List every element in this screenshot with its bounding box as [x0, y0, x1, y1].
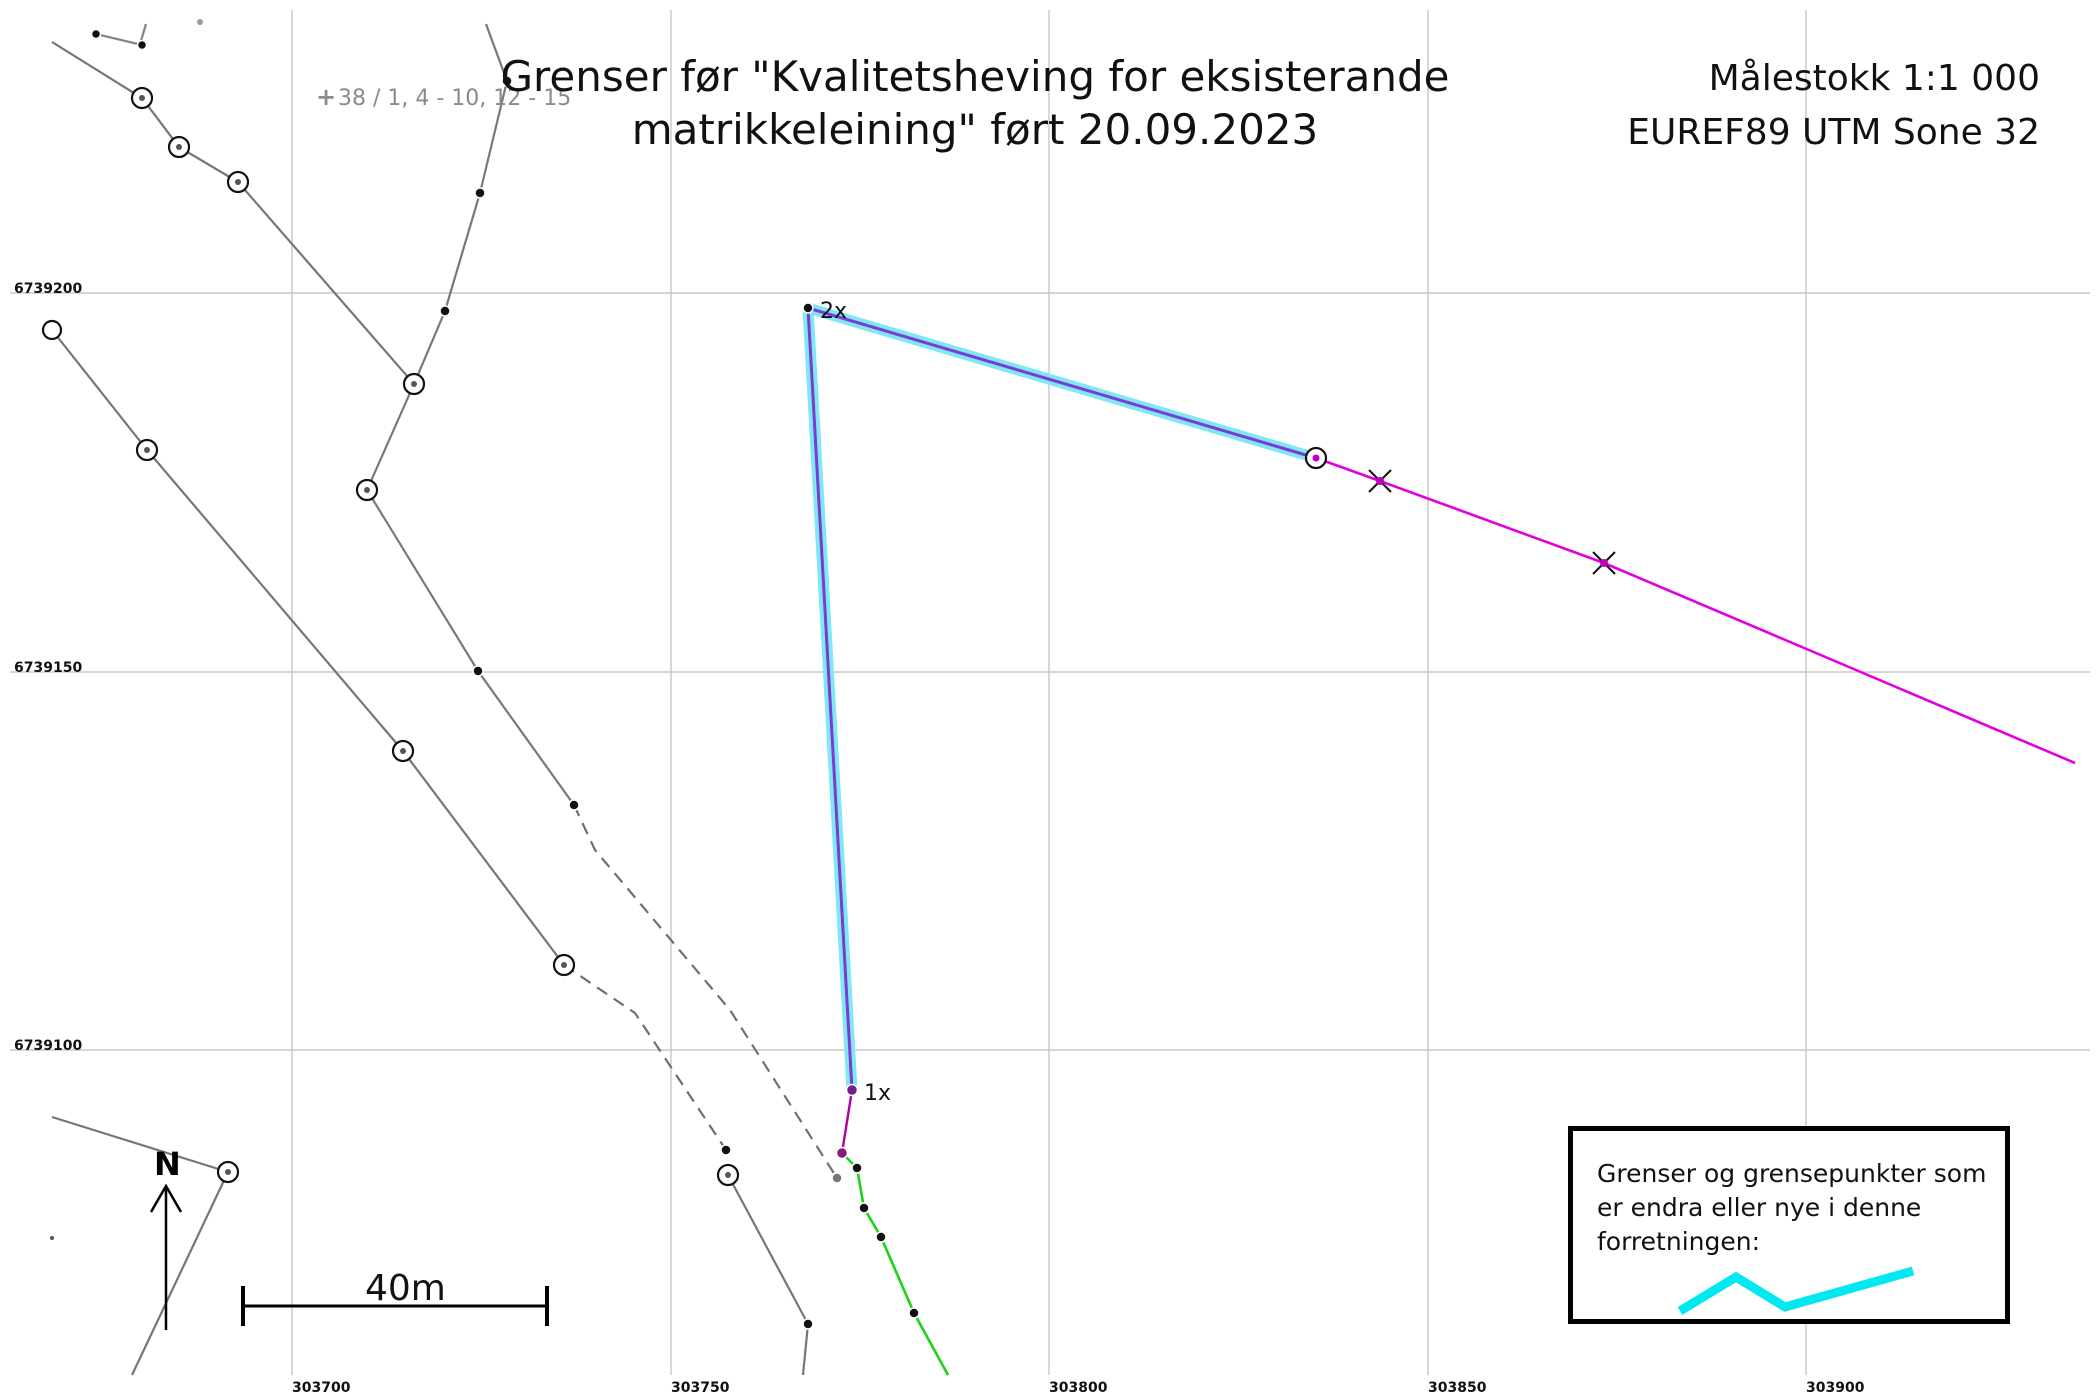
boundary-point-center	[1312, 454, 1320, 462]
boundary-point-dot	[802, 1318, 814, 1330]
map-grid	[10, 10, 2090, 1375]
map-title-line1: Grenser før "Kvalitetsheving for eksiste…	[500, 52, 1450, 101]
boundary-point-center	[139, 95, 145, 101]
boundary-point-center	[561, 962, 567, 968]
scale-bar-label: 40m	[365, 1268, 446, 1309]
boundary-line	[51, 1115, 229, 1174]
scale-bar: 40m	[241, 1268, 549, 1326]
map-title: Grenser før "Kvalitetsheving for eksiste…	[470, 50, 1480, 156]
easting-label: 303800	[1049, 1380, 1108, 1396]
boundary-point-dot	[501, 75, 513, 87]
boundary-line	[131, 1171, 229, 1376]
legend-sample-line	[1677, 1266, 1915, 1315]
legend-text: Grenser og grensepunkter som er endra el…	[1597, 1159, 1987, 1256]
map-title-line2: matrikkeleining" ført 20.09.2023	[631, 105, 1319, 154]
dashed-boundaries	[563, 804, 838, 1179]
boundary-line	[727, 1174, 810, 1376]
north-arrow: N	[149, 1145, 183, 1330]
boundary-point-dot	[858, 1202, 870, 1214]
map-scale-info: Målestokk 1:1 000 EUREF89 UTM Sone 32	[1627, 52, 2040, 160]
boundary-point-center	[235, 179, 241, 185]
map-scale: Målestokk 1:1 000	[1708, 58, 2040, 99]
boundary-point-center	[725, 1172, 731, 1178]
easting-label: 303750	[671, 1380, 730, 1396]
boundary-point-dot	[136, 39, 148, 51]
boundary-point-circled	[41, 319, 63, 341]
boundary-point-dot	[802, 302, 814, 314]
boundary-line	[51, 329, 565, 966]
legend-box: Grenser og grensepunkter som er endra el…	[1568, 1126, 2010, 1324]
boundary-point-dot	[50, 1236, 54, 1240]
parcel-label: 38 / 1, 4 - 10, 12 - 15	[338, 86, 571, 111]
green-boundary	[841, 1152, 950, 1376]
easting-label: 303900	[1806, 1380, 1865, 1396]
easting-label: 303700	[292, 1380, 351, 1396]
boundary-point-dot	[831, 1172, 843, 1184]
dashed-line	[573, 804, 838, 1179]
parcel-label-group: + 38 / 1, 4 - 10, 12 - 15	[316, 83, 571, 111]
northing-label: 6739100	[14, 1038, 82, 1054]
boundary-point-dot	[845, 1083, 859, 1097]
changed-boundary-highlight	[802, 302, 1318, 1091]
northing-label: 6739200	[14, 281, 82, 297]
boundary-point-center	[364, 487, 370, 493]
magenta-boundary	[1315, 456, 2076, 765]
point-label-2x: 2x	[820, 299, 847, 324]
boundary-point-dot	[90, 28, 102, 40]
boundary-point-dot	[439, 305, 451, 317]
northing-label: 6739150	[14, 660, 82, 676]
boundary-point-dot	[835, 1146, 849, 1160]
boundary-line	[365, 23, 575, 806]
dashed-line	[563, 964, 727, 1151]
boundary-point-dot	[474, 187, 486, 199]
x-marker-center	[1376, 477, 1384, 485]
easting-label: 303850	[1428, 1380, 1487, 1396]
plus-icon: +	[316, 83, 336, 111]
magenta-boundary-short	[840, 1089, 854, 1154]
boundary-point-dot	[472, 665, 484, 677]
boundary-point-center	[144, 447, 150, 453]
map-crs: EUREF89 UTM Sone 32	[1627, 112, 2040, 153]
legend-line	[1677, 1266, 1915, 1315]
boundary-point-center	[225, 1169, 231, 1175]
boundary-point-center	[400, 748, 406, 754]
boundary-point-dot	[197, 19, 203, 25]
boundary-point-dot	[908, 1307, 920, 1319]
point-label-1x: 1x	[864, 1081, 891, 1106]
x-marker-center	[1600, 559, 1608, 567]
boundary-point-center	[176, 144, 182, 150]
boundary-point-dot	[720, 1144, 732, 1156]
boundary-line	[95, 32, 143, 47]
boundary-points	[41, 19, 1616, 1330]
north-arrow-head	[149, 1183, 183, 1213]
boundary-point-dot	[851, 1162, 863, 1174]
boundary-point-dot	[568, 799, 580, 811]
boundary-point-dot	[875, 1231, 887, 1243]
changed-boundary	[806, 305, 1317, 1091]
boundary-point-center	[411, 381, 417, 387]
north-arrow-label: N	[154, 1145, 181, 1183]
